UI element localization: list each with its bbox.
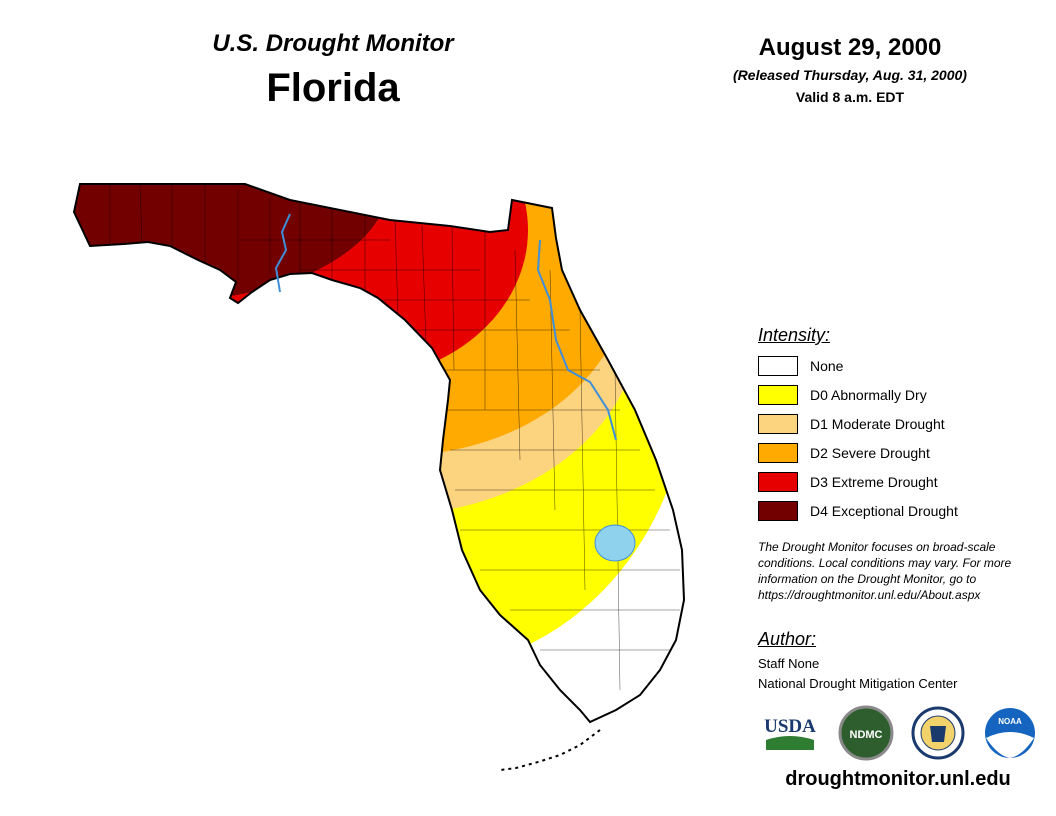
legend-label: D0 Abnormally Dry [810,387,927,403]
website-url[interactable]: droughtmonitor.unl.edu [785,768,1011,790]
release-date: (Released Thursday, Aug. 31, 2000) [733,67,967,83]
county-lines [109,184,680,691]
st-johns-river [536,239,617,441]
author-org: National Drought Mitigation Center [758,676,958,691]
author-name: Staff None [758,656,820,671]
usda-logo-text: USDA [764,716,816,737]
keys-islands [499,729,601,771]
legend-label: None [810,358,844,374]
legend-item: None [758,355,843,377]
legend-item: D0 Abnormally Dry [758,384,927,406]
legend-item: D4 Exceptional Drought [758,500,958,522]
legend-swatch [758,385,798,405]
usda-logo: USDA [764,716,816,750]
apalachicola-river [274,213,291,293]
state-name: Florida [266,66,400,110]
legend-label: D2 Severe Drought [810,445,930,461]
map-date: August 29, 2000 [758,34,942,61]
lake-okeechobee [594,524,636,562]
map-title: U.S. Drought Monitor [212,30,454,57]
legend-swatch [758,356,798,376]
doc-seal-logo [911,706,965,760]
florida-drought-map [73,183,685,771]
legend-item: D2 Severe Drought [758,442,930,464]
noaa-logo: NOAA [985,708,1035,758]
legend-item: D1 Moderate Drought [758,413,945,435]
author-title: Author: [758,629,817,649]
legend-label: D4 Exceptional Drought [810,503,958,519]
legend-title: Intensity: [758,325,831,345]
noaa-logo-text: NOAA [998,717,1022,726]
monitor-note: The Drought Monitor focuses on broad-sca… [758,540,1012,602]
partner-logos: USDA NDMC NOAA [764,705,1035,761]
legend-swatch [758,472,798,492]
valid-time: Valid 8 a.m. EDT [795,89,905,105]
legend-swatch [758,443,798,463]
legend-swatch [758,414,798,434]
legend-label: D3 Extreme Drought [810,474,938,490]
ndmc-logo-text: NDMC [850,729,883,741]
ndmc-logo: NDMC [838,705,894,761]
legend-label: D1 Moderate Drought [810,416,945,432]
legend-item: D3 Extreme Drought [758,471,938,493]
legend-swatch [758,501,798,521]
